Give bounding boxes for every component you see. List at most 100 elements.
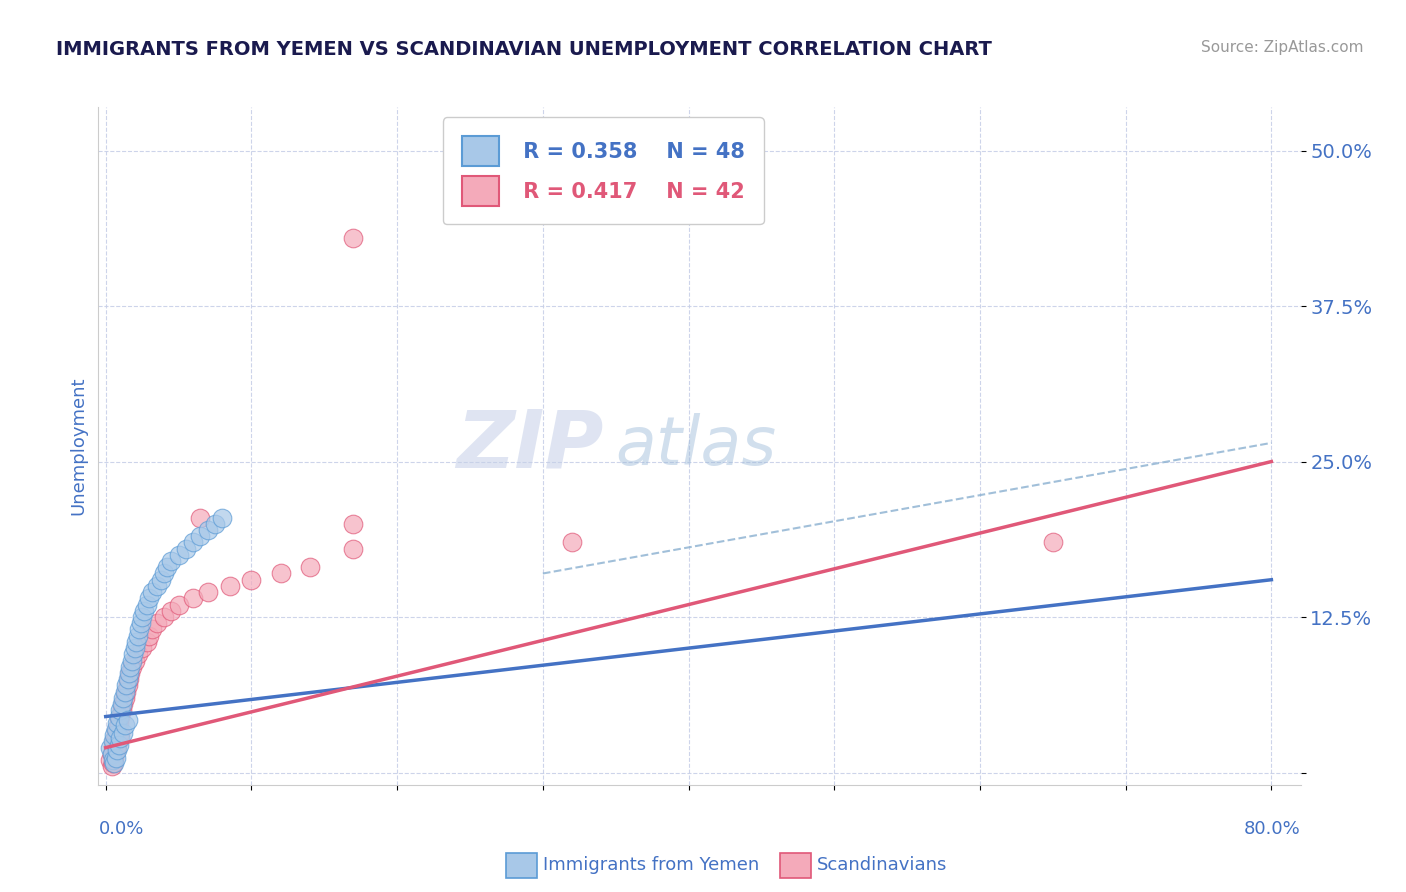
Point	[112, 697, 135, 711]
Point	[128, 623, 150, 637]
Text: Immigrants from Yemen: Immigrants from Yemen	[543, 856, 759, 874]
Point	[135, 598, 157, 612]
Point	[561, 535, 583, 549]
Y-axis label: Unemployment: Unemployment	[69, 376, 87, 516]
Point	[181, 535, 204, 549]
Point	[132, 604, 155, 618]
Point	[108, 709, 131, 723]
Point	[105, 722, 128, 736]
Point	[174, 541, 197, 556]
Point	[103, 750, 125, 764]
Point	[100, 747, 122, 761]
Text: 0.0%: 0.0%	[98, 820, 143, 838]
Point	[100, 759, 122, 773]
Point	[190, 510, 212, 524]
Point	[105, 738, 128, 752]
Point	[120, 660, 142, 674]
Point	[131, 641, 153, 656]
Point	[98, 753, 121, 767]
Point	[110, 709, 132, 723]
Point	[108, 731, 131, 745]
Point	[114, 684, 136, 698]
Point	[98, 740, 121, 755]
Point	[218, 579, 240, 593]
Point	[141, 585, 163, 599]
Point	[103, 728, 125, 742]
Point	[115, 678, 138, 692]
Point	[101, 734, 124, 748]
Point	[124, 654, 146, 668]
Point	[342, 541, 364, 556]
Point	[160, 604, 183, 618]
Point	[111, 703, 134, 717]
Text: Source: ZipAtlas.com: Source: ZipAtlas.com	[1201, 40, 1364, 55]
Point	[117, 713, 139, 727]
Point	[108, 715, 131, 730]
Point	[270, 566, 292, 581]
Point	[135, 635, 157, 649]
Point	[104, 728, 127, 742]
Point	[141, 623, 163, 637]
Point	[115, 684, 138, 698]
Point	[101, 753, 124, 767]
Point	[101, 756, 124, 770]
Point	[153, 610, 176, 624]
Point	[124, 641, 146, 656]
Point	[101, 740, 124, 755]
Point	[112, 725, 135, 739]
Point	[1042, 535, 1064, 549]
Point	[211, 510, 233, 524]
Point	[127, 629, 149, 643]
Point	[110, 725, 132, 739]
Point	[342, 230, 364, 244]
Point	[204, 516, 226, 531]
Point	[167, 598, 190, 612]
Point	[121, 654, 143, 668]
Point	[114, 718, 136, 732]
Point	[153, 566, 176, 581]
Point	[103, 734, 125, 748]
Point	[160, 554, 183, 568]
Point	[122, 648, 145, 662]
Point	[240, 573, 263, 587]
Text: ZIP: ZIP	[456, 407, 603, 485]
Point	[103, 756, 125, 770]
Point	[131, 610, 153, 624]
Point	[100, 747, 122, 761]
Text: Scandinavians: Scandinavians	[817, 856, 948, 874]
Point	[342, 516, 364, 531]
Point	[112, 690, 135, 705]
Point	[121, 660, 143, 674]
Point	[145, 579, 167, 593]
Text: 80.0%: 80.0%	[1244, 820, 1301, 838]
Point	[105, 743, 128, 757]
Point	[298, 560, 321, 574]
Point	[150, 573, 173, 587]
Point	[104, 743, 127, 757]
Point	[145, 616, 167, 631]
Point	[120, 665, 142, 680]
Point	[118, 665, 141, 680]
Point	[197, 523, 219, 537]
Point	[117, 672, 139, 686]
Point	[110, 731, 132, 745]
Point	[125, 635, 148, 649]
Point	[190, 529, 212, 543]
Point	[138, 591, 160, 606]
Point	[104, 750, 127, 764]
Point	[156, 560, 179, 574]
Legend:  R = 0.358    N = 48,  R = 0.417    N = 42: R = 0.358 N = 48, R = 0.417 N = 42	[443, 118, 763, 224]
Point	[127, 648, 149, 662]
Point	[111, 697, 134, 711]
Point	[181, 591, 204, 606]
Point	[105, 715, 128, 730]
Point	[138, 629, 160, 643]
Point	[117, 678, 139, 692]
Point	[167, 548, 190, 562]
Text: IMMIGRANTS FROM YEMEN VS SCANDINAVIAN UNEMPLOYMENT CORRELATION CHART: IMMIGRANTS FROM YEMEN VS SCANDINAVIAN UN…	[56, 40, 993, 59]
Point	[129, 616, 152, 631]
Point	[197, 585, 219, 599]
Point	[108, 738, 131, 752]
Text: atlas: atlas	[616, 413, 776, 479]
Point	[118, 672, 141, 686]
